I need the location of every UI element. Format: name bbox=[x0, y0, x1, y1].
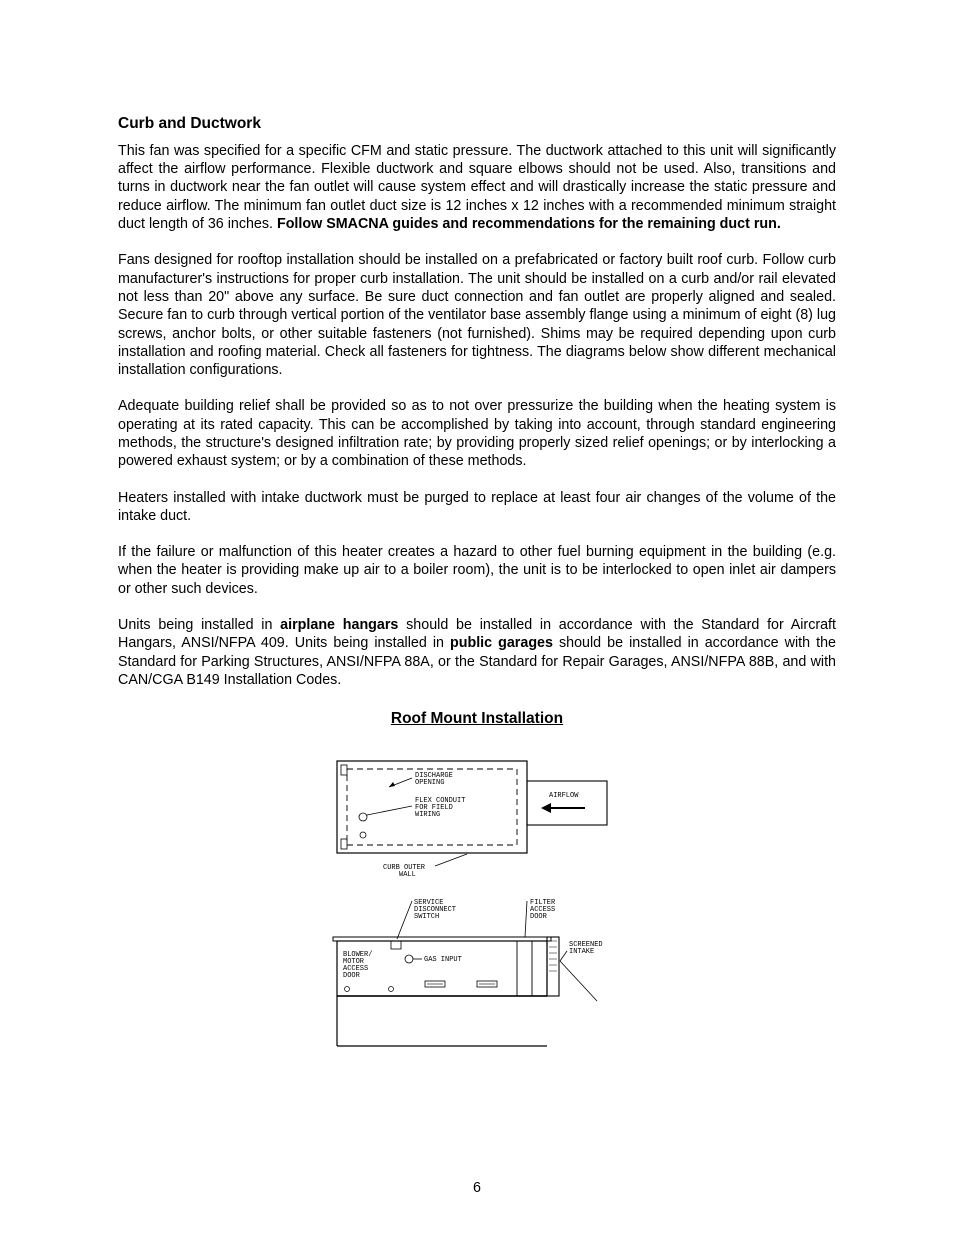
paragraph-6: Units being installed in airplane hangar… bbox=[118, 616, 836, 689]
svg-text:WALL: WALL bbox=[399, 871, 416, 879]
paragraph-2: Fans designed for rooftop installation s… bbox=[118, 251, 836, 379]
svg-text:DOOR: DOOR bbox=[343, 972, 361, 980]
svg-text:AIRFLOW: AIRFLOW bbox=[549, 792, 579, 800]
paragraph-1-bold: Follow SMACNA guides and recommendations… bbox=[277, 216, 781, 232]
subheading: Roof Mount Installation bbox=[118, 709, 836, 729]
top-view: DISCHARGE OPENING FLEX CONDUIT FOR FIELD… bbox=[337, 761, 607, 879]
paragraph-3: Adequate building relief shall be provid… bbox=[118, 397, 836, 470]
page-number: 6 bbox=[0, 1179, 954, 1197]
public-garages-bold: public garages bbox=[450, 635, 553, 651]
paragraph-5: If the failure or malfunction of this he… bbox=[118, 543, 836, 598]
roof-mount-diagram: DISCHARGE OPENING FLEX CONDUIT FOR FIELD… bbox=[118, 751, 836, 1076]
paragraph-6-a: Units being installed in bbox=[118, 617, 280, 633]
airplane-hangars-bold: airplane hangars bbox=[280, 617, 398, 633]
svg-text:GAS INPUT: GAS INPUT bbox=[424, 956, 462, 964]
paragraph-4: Heaters installed with intake ductwork m… bbox=[118, 489, 836, 526]
svg-text:WIRING: WIRING bbox=[415, 811, 440, 819]
side-view: BLOWER/ MOTOR ACCESS DOOR SERVICE DISCON… bbox=[333, 899, 603, 1046]
document-page: Curb and Ductwork This fan was specified… bbox=[0, 0, 954, 1235]
section-heading: Curb and Ductwork bbox=[118, 114, 836, 134]
paragraph-1: This fan was specified for a specific CF… bbox=[118, 142, 836, 233]
svg-text:OPENING: OPENING bbox=[415, 779, 444, 787]
svg-text:DOOR: DOOR bbox=[530, 913, 548, 921]
svg-text:INTAKE: INTAKE bbox=[569, 948, 594, 956]
installation-diagram-svg: DISCHARGE OPENING FLEX CONDUIT FOR FIELD… bbox=[317, 751, 637, 1071]
svg-text:SWITCH: SWITCH bbox=[414, 913, 439, 921]
